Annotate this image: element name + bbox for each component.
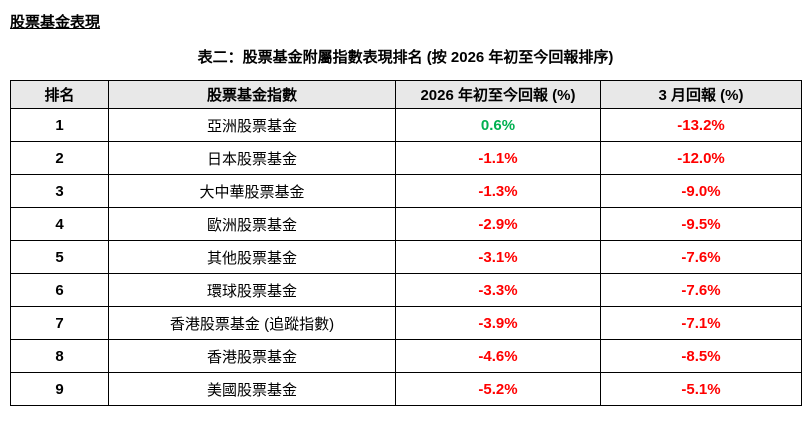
ytd-return-cell: -1.3% (395, 174, 601, 208)
rank-cell: 8 (10, 339, 109, 373)
march-return-cell: -13.2% (600, 108, 802, 142)
rank-cell: 6 (10, 273, 109, 307)
col-header-rank: 排名 (10, 80, 109, 109)
table-row: 6 環球股票基金 -3.3% -7.6% (10, 273, 802, 307)
rank-cell: 7 (10, 306, 109, 340)
ytd-return-cell: -3.1% (395, 240, 601, 274)
march-return-cell: -7.1% (600, 306, 802, 340)
fund-name-cell: 其他股票基金 (108, 240, 396, 274)
table-row: 2 日本股票基金 -1.1% -12.0% (10, 141, 802, 175)
table-row: 8 香港股票基金 -4.6% -8.5% (10, 339, 802, 373)
table-row: 7 香港股票基金 (追蹤指數) -3.9% -7.1% (10, 306, 802, 340)
fund-performance-table: 排名 股票基金指數 2026 年初至今回報 (%) 3 月回報 (%) 1 亞洲股… (10, 80, 802, 406)
ytd-return-cell: -3.9% (395, 306, 601, 340)
ytd-return-cell: -5.2% (395, 372, 601, 406)
page: 股票基金表現 表二：股票基金附屬指數表現排名 (按 2026 年初至今回報排序)… (10, 14, 802, 406)
rank-cell: 9 (10, 372, 109, 406)
ytd-return-cell: 0.6% (395, 108, 601, 142)
rank-cell: 1 (10, 108, 109, 142)
march-return-cell: -8.5% (600, 339, 802, 373)
col-header-ytd-return: 2026 年初至今回報 (%) (395, 80, 601, 109)
rank-cell: 2 (10, 141, 109, 175)
fund-name-cell: 美國股票基金 (108, 372, 396, 406)
page-title: 股票基金表現 (10, 14, 101, 31)
march-return-cell: -9.0% (600, 174, 802, 208)
fund-name-cell: 大中華股票基金 (108, 174, 396, 208)
table-row: 3 大中華股票基金 -1.3% -9.0% (10, 174, 802, 208)
ytd-return-cell: -3.3% (395, 273, 601, 307)
table-row: 4 歐洲股票基金 -2.9% -9.5% (10, 207, 802, 241)
march-return-cell: -9.5% (600, 207, 802, 241)
ytd-return-cell: -1.1% (395, 141, 601, 175)
fund-name-cell: 香港股票基金 (追蹤指數) (108, 306, 396, 340)
table-row: 1 亞洲股票基金 0.6% -13.2% (10, 108, 802, 142)
march-return-cell: -5.1% (600, 372, 802, 406)
ytd-return-cell: -4.6% (395, 339, 601, 373)
march-return-cell: -12.0% (600, 141, 802, 175)
march-return-cell: -7.6% (600, 240, 802, 274)
fund-name-cell: 亞洲股票基金 (108, 108, 396, 142)
fund-name-cell: 日本股票基金 (108, 141, 396, 175)
fund-name-cell: 環球股票基金 (108, 273, 396, 307)
ytd-return-cell: -2.9% (395, 207, 601, 241)
fund-name-cell: 香港股票基金 (108, 339, 396, 373)
table-row: 5 其他股票基金 -3.1% -7.6% (10, 240, 802, 274)
col-header-fund-index: 股票基金指數 (108, 80, 396, 109)
rank-cell: 5 (10, 240, 109, 274)
rank-cell: 3 (10, 174, 109, 208)
table-caption: 表二：股票基金附屬指數表現排名 (按 2026 年初至今回報排序) (197, 49, 614, 66)
header-row: 排名 股票基金指數 2026 年初至今回報 (%) 3 月回報 (%) (10, 80, 802, 109)
table-body: 1 亞洲股票基金 0.6% -13.2% 2 日本股票基金 -1.1% -12.0% 3 大中華股… (10, 108, 802, 406)
march-return-cell: -7.6% (600, 273, 802, 307)
table-row: 9 美國股票基金 -5.2% -5.1% (10, 372, 802, 406)
fund-name-cell: 歐洲股票基金 (108, 207, 396, 241)
rank-cell: 4 (10, 207, 109, 241)
col-header-march-return: 3 月回報 (%) (600, 80, 802, 109)
